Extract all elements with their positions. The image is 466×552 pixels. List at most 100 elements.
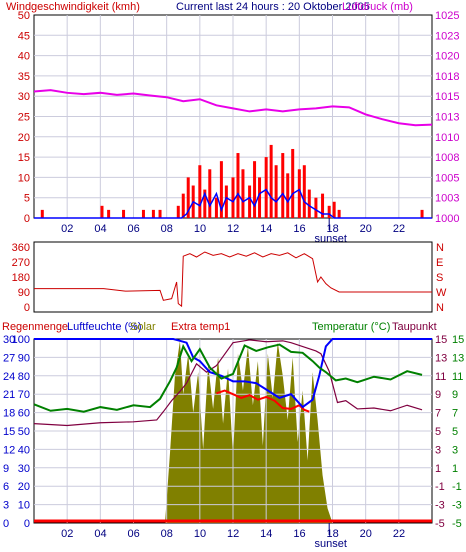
- chart-title: Current last 24 hours : 20 Oktober 2005: [176, 1, 370, 13]
- y-tick-label-humidity: 90: [18, 352, 30, 364]
- gust-bar: [302, 165, 306, 218]
- wind-pressure-plot: 02 04 06 08 10 12 14 16 18 20 22051015202530354045…: [18, 10, 460, 245]
- y-tick-label-degrees: 90: [18, 287, 30, 299]
- gust-bar: [40, 209, 44, 218]
- y-tick-label-dewpoint: -3: [435, 500, 445, 512]
- y-tick-label-dewpoint: 13: [435, 352, 447, 364]
- wind-direction-line: [34, 251, 432, 308]
- gust-bar: [248, 185, 252, 218]
- y-tick-label-rain: 3: [3, 500, 9, 512]
- gust-bar: [181, 193, 185, 218]
- gust-bar: [176, 205, 180, 218]
- y-tick-label-temperature: -1: [452, 481, 462, 493]
- solar-area: [165, 340, 333, 523]
- gust-bar: [214, 197, 218, 218]
- y-tick-label-dewpoint: -1: [435, 481, 445, 493]
- temperature-line: [33, 343, 423, 413]
- y-tick-label-temperature: 13: [452, 352, 464, 364]
- y-tick-label-dewpoint: 1: [435, 463, 441, 475]
- y-tick-label-rain: 21: [3, 389, 15, 401]
- y-tick-label-humidity: 20: [18, 481, 30, 493]
- y-tick-label-humidity: 80: [18, 371, 30, 383]
- y-tick-label-compass: N: [436, 242, 444, 254]
- x-tick-label: 12: [227, 223, 239, 235]
- y-tick-label-temperature: 7: [452, 408, 458, 420]
- rain-axis-label: Regenmenge: [2, 321, 68, 333]
- x-tick-label: 02: [61, 223, 73, 235]
- y-tick-label-dewpoint: 9: [435, 389, 441, 401]
- gust-bar: [314, 197, 318, 218]
- y-tick-label-rain: 15: [3, 426, 15, 438]
- y-tick-label-pressure: 1023: [435, 30, 459, 42]
- y-tick-label-temperature: 9: [452, 389, 458, 401]
- gust-bar: [208, 169, 212, 218]
- gust-bar: [100, 205, 104, 218]
- humidity-axis-label: Luftfeuchte (%): [67, 321, 142, 333]
- gust-bar: [186, 177, 190, 218]
- gust-bar: [291, 148, 295, 218]
- y-tick-label-wind: 30: [18, 91, 30, 103]
- y-tick-label-pressure: 1020: [435, 51, 459, 63]
- y-tick-label-wind: 0: [24, 213, 30, 225]
- y-tick-label-compass: W: [436, 287, 447, 299]
- x-tick-label: 10: [194, 528, 206, 540]
- y-tick-label-wind: 50: [18, 10, 30, 22]
- wind-axis-label: Windgeschwindigkeit (kmh): [6, 1, 140, 13]
- y-tick-label-pressure: 1013: [435, 112, 459, 124]
- y-tick-label-temperature: -3: [452, 500, 462, 512]
- y-tick-label-humidity: 70: [18, 389, 30, 401]
- gust-bar: [122, 209, 126, 218]
- y-tick-label-pressure: 1010: [435, 132, 459, 144]
- sunset-label: sunset: [315, 538, 347, 550]
- y-tick-label-humidity: 60: [18, 408, 30, 420]
- gust-bar: [307, 189, 311, 218]
- y-tick-label-wind: 45: [18, 30, 30, 42]
- y-tick-label-degrees: 360: [12, 242, 30, 254]
- gust-bar: [236, 153, 240, 218]
- y-tick-label-wind: 20: [18, 132, 30, 144]
- gust-bar: [321, 193, 325, 218]
- y-tick-label-rain: 30: [3, 334, 15, 346]
- pressure-axis-label: Luftdruck (mb): [342, 1, 413, 13]
- wind-direction-plot: 0 N 90 W 180 S 270 E 360 N: [12, 241, 447, 314]
- y-tick-label-humidity: 30: [18, 463, 30, 475]
- y-tick-label-temperature: 15: [452, 334, 464, 346]
- humidity-line: [34, 338, 432, 409]
- gust-bar: [158, 209, 162, 218]
- x-tick-label: 06: [128, 528, 140, 540]
- y-tick-label-wind: 15: [18, 152, 30, 164]
- x-tick-label: 12: [227, 528, 239, 540]
- gust-bar: [151, 209, 155, 218]
- y-tick-label-wind: 10: [18, 172, 30, 184]
- gust-bar: [274, 165, 278, 218]
- y-tick-label-temperature: 5: [452, 426, 458, 438]
- dewpoint-line: [33, 339, 423, 427]
- y-tick-label-rain: 18: [3, 408, 15, 420]
- y-tick-label-pressure: 1003: [435, 193, 459, 205]
- y-tick-label-pressure: 1000: [435, 213, 459, 225]
- gust-bar: [258, 177, 262, 218]
- y-tick-label-pressure: 1015: [435, 91, 459, 103]
- y-tick-label-dewpoint: 15: [435, 334, 447, 346]
- y-tick-label-rain: 27: [3, 352, 15, 364]
- x-tick-label: 14: [260, 528, 272, 540]
- y-tick-label-rain: 9: [3, 463, 9, 475]
- x-tick-label: 20: [360, 528, 372, 540]
- gust-bar: [286, 173, 290, 218]
- y-tick-label-wind: 40: [18, 51, 30, 63]
- y-tick-label-rain: 24: [3, 371, 15, 383]
- y-tick-label-humidity: 0: [24, 518, 30, 530]
- x-tick-label: 10: [194, 223, 206, 235]
- y-tick-label-rain: 12: [3, 444, 15, 456]
- x-tick-label: 04: [94, 223, 106, 235]
- y-tick-label-compass: S: [436, 272, 443, 284]
- y-tick-label-temperature: -5: [452, 518, 462, 530]
- dew-axis-label: Taupunkt: [392, 321, 437, 333]
- gust-bar: [337, 209, 341, 218]
- gust-bar: [219, 161, 223, 218]
- x-tick-label: 02: [61, 528, 73, 540]
- x-tick-label: 16: [293, 223, 305, 235]
- temp-axis-label: Temperatur (°C): [312, 321, 390, 333]
- x-tick-label: 22: [393, 223, 405, 235]
